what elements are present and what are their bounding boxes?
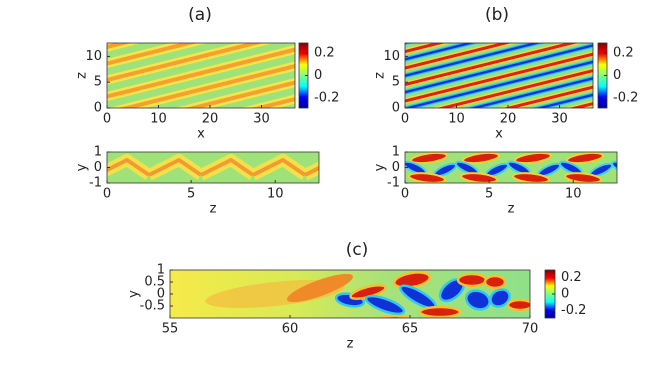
field <box>170 270 530 318</box>
y-tick-label: 0.5 <box>144 275 165 290</box>
x-axis-label: x <box>495 127 503 142</box>
y-tick-label: 1 <box>392 145 400 160</box>
colorbar-tick-label: 0 <box>613 68 621 83</box>
blob <box>640 161 664 178</box>
colorbar-tick-label: -0.2 <box>561 303 586 318</box>
plot-frame <box>106 42 296 109</box>
blob <box>410 152 448 165</box>
field-core <box>107 158 319 177</box>
x-axis-label: z <box>508 202 515 217</box>
x-tick-label: 30 <box>551 112 568 127</box>
x-tick-label: 0 <box>401 187 409 202</box>
y-axis-label: z <box>373 72 388 79</box>
x-tick-label: 5 <box>485 187 493 202</box>
y-tick-label: 10 <box>85 49 102 64</box>
field <box>107 152 319 183</box>
x-tick-label: 10 <box>267 187 284 202</box>
x-axis-label: z <box>347 337 354 352</box>
x-tick-label: 60 <box>282 322 299 337</box>
blob <box>564 172 602 183</box>
blob <box>364 294 406 316</box>
field <box>405 151 664 183</box>
blob <box>610 160 617 176</box>
plot-frame <box>404 42 594 109</box>
blob <box>514 152 552 165</box>
y-axis-label: y <box>127 290 142 298</box>
x-tick-label: 10 <box>565 187 582 202</box>
x-tick-label: 55 <box>162 322 179 337</box>
x-axis-label: z <box>210 202 217 217</box>
field-bg <box>107 43 295 108</box>
y-axis-label: z <box>75 72 90 79</box>
y-tick-label: 10 <box>383 49 400 64</box>
blob <box>566 152 604 165</box>
blob <box>286 273 354 303</box>
x-tick-label: 20 <box>500 112 517 127</box>
blob <box>460 172 498 183</box>
blob <box>378 314 412 318</box>
field-bg <box>405 43 593 108</box>
y-tick-label: 5 <box>392 75 400 90</box>
x-tick-label: 10 <box>150 112 167 127</box>
x-tick-label: 30 <box>253 112 270 127</box>
y-axis-label: y <box>373 163 388 171</box>
blob <box>456 272 488 288</box>
blob <box>616 172 617 183</box>
y-axis-label: y <box>75 163 90 171</box>
blob <box>512 172 550 183</box>
panel-title: (c) <box>346 240 369 260</box>
y-tick-label: 1 <box>94 145 102 160</box>
blob <box>489 288 511 308</box>
y-tick-label: -0.5 <box>140 299 165 314</box>
x-tick-label: 10 <box>448 112 465 127</box>
panel-title: (b) <box>485 5 509 25</box>
blob <box>418 305 462 318</box>
colorbar-tick-label: 0.2 <box>613 46 634 61</box>
x-tick-label: 70 <box>522 322 539 337</box>
blob <box>483 274 507 290</box>
y-tick-label: -1 <box>387 176 400 191</box>
blob <box>408 172 446 183</box>
blob <box>619 151 656 165</box>
field <box>107 43 295 108</box>
y-tick-label: 5 <box>94 75 102 90</box>
y-tick-label: 0 <box>392 160 400 175</box>
x-tick-label: 65 <box>402 322 419 337</box>
y-tick-label: 1 <box>157 263 165 278</box>
colorbar-tick-label: -0.2 <box>314 90 339 105</box>
colorbar-tick-label: 0 <box>561 287 569 302</box>
field <box>405 43 593 108</box>
x-tick-label: 5 <box>187 187 195 202</box>
x-axis-label: x <box>197 127 205 142</box>
colorbar-tick-label: 0.2 <box>314 46 335 61</box>
x-tick-label: 0 <box>103 112 111 127</box>
panel-title: (a) <box>188 5 212 25</box>
colorbar-tick-label: 0.2 <box>561 270 582 285</box>
y-tick-label: 0 <box>94 101 102 116</box>
x-tick-label: 20 <box>202 112 219 127</box>
blob <box>462 152 500 165</box>
y-tick-label: 0 <box>392 101 400 116</box>
colorbar-tick-label: -0.2 <box>613 90 638 105</box>
x-tick-label: 0 <box>401 112 409 127</box>
x-tick-label: 0 <box>103 187 111 202</box>
field-artwork <box>107 43 664 318</box>
y-tick-label: 0 <box>157 287 165 302</box>
y-tick-label: 0 <box>94 160 102 175</box>
colorbar-tick-label: 0 <box>314 68 322 83</box>
blob <box>465 289 491 311</box>
y-tick-label: -1 <box>89 176 102 191</box>
blob <box>506 298 530 312</box>
